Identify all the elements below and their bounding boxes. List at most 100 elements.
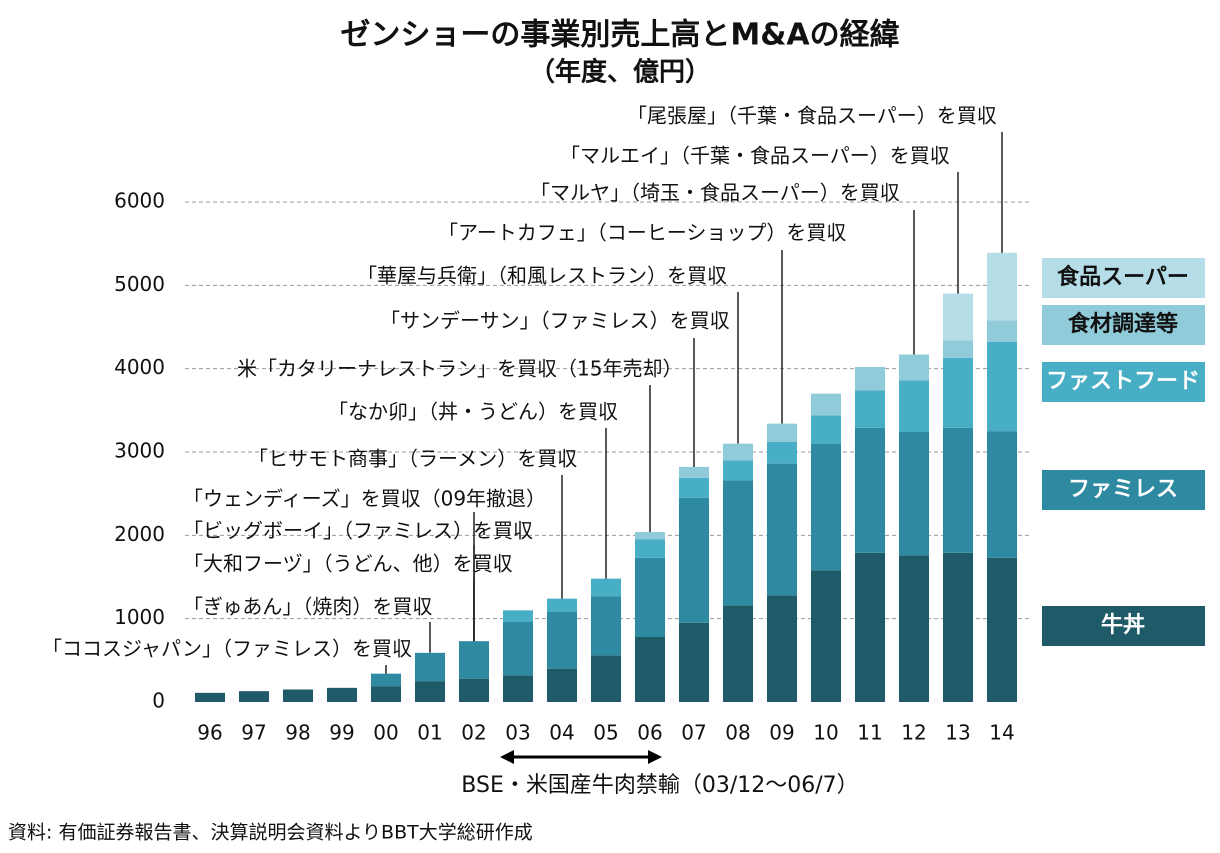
annotation: 「マルヤ」（埼玉・食品スーパー）を買収 (530, 181, 900, 205)
arrow-head (500, 750, 514, 764)
bar-segment (811, 393, 841, 416)
bar-segment (811, 443, 841, 571)
annotation: 「大和フーヅ」（うどん、他）を買収 (183, 552, 513, 576)
x-tick-label: 12 (901, 721, 926, 745)
bar-segment (723, 605, 753, 702)
x-tick-label: 13 (945, 721, 970, 745)
annotation: 「ぎゅあん」（焼肉）を買収 (183, 595, 432, 619)
bar-segment (635, 557, 665, 637)
legend-label: 食材調達等 (1068, 311, 1178, 337)
bar-segment (547, 598, 577, 612)
annotation: 「ウェンディーズ」を買収（09年撤退） (183, 487, 546, 511)
x-tick-label: 05 (593, 721, 618, 745)
annotation: 米「カタリーナレストラン」を買収（15年売却） (237, 357, 682, 381)
bar-segment (943, 427, 973, 553)
bar-segment (767, 463, 797, 596)
bar-segment (723, 460, 753, 481)
y-tick-label: 3000 (114, 439, 165, 463)
annotation: 「尾張屋」（千葉・食品スーパー）を買収 (627, 104, 997, 128)
bar-segment (371, 673, 401, 687)
bar-segment (679, 467, 709, 478)
annotation: 「なか卯」（丼・うどん）を買収 (328, 400, 618, 424)
x-tick-label: 03 (505, 721, 530, 745)
y-tick-label: 1000 (114, 605, 165, 629)
bar-segment (195, 692, 225, 702)
chart-subtitle: （年度、億円） (529, 57, 711, 88)
x-tick-label: 08 (725, 721, 750, 745)
x-tick-label: 01 (417, 721, 442, 745)
bar-segment (987, 431, 1017, 558)
y-tick-label: 5000 (114, 272, 165, 296)
bar-segment (855, 367, 885, 391)
annotation: 「ヒサモト商事」（ラーメン）を買収 (248, 447, 577, 471)
bar-segment (459, 678, 489, 702)
bar-segment (503, 675, 533, 702)
bar-segment (591, 578, 621, 597)
x-tick-label: 07 (681, 721, 706, 745)
x-tick-label: 96 (197, 721, 222, 745)
x-tick-label: 11 (857, 721, 882, 745)
y-tick-label: 2000 (114, 522, 165, 546)
bar-segment (899, 432, 929, 556)
bar-segment (811, 415, 841, 444)
annotation: 「ビッグボーイ」（ファミレス）を買収 (183, 519, 533, 543)
bar-segment (239, 691, 269, 702)
annotation: 「マルエイ」（千葉・食品スーパー）を買収 (560, 144, 950, 168)
bar-segment (679, 497, 709, 623)
source-note: 資料: 有価証券報告書、決算説明会資料よりBBT大学総研作成 (8, 822, 533, 844)
bar-segment (855, 552, 885, 702)
bar-segment (767, 423, 797, 442)
legend-label: 食品スーパー (1057, 264, 1189, 290)
x-tick-label: 10 (813, 721, 838, 745)
annotation: 「サンデーサン」（ファミレス）を買収 (380, 309, 730, 333)
legend-swatch (1042, 305, 1205, 345)
y-tick-label: 6000 (114, 189, 165, 213)
bar-segment (723, 443, 753, 461)
legend-label: ファストフード (1046, 369, 1200, 394)
x-tick-label: 00 (373, 721, 398, 745)
bar-segment (635, 637, 665, 702)
bar-segment (899, 380, 929, 432)
bar-segment (767, 442, 797, 464)
bar-segment (899, 354, 929, 381)
x-tick-label: 04 (549, 721, 574, 745)
bar-segment (943, 293, 973, 341)
legend-swatch (1042, 362, 1205, 402)
bar-segment (371, 686, 401, 702)
bar-segment (943, 340, 973, 358)
x-tick-label: 14 (989, 721, 1014, 745)
bar-segment (591, 596, 621, 656)
arrow-head (648, 750, 662, 764)
legend-swatch (1042, 258, 1205, 298)
bar-segment (723, 480, 753, 606)
x-tick-label: 02 (461, 721, 486, 745)
bar-segment (987, 342, 1017, 432)
bar-segment (415, 681, 445, 702)
bar-segment (987, 320, 1017, 342)
legend-swatch (1042, 606, 1205, 646)
bar-segment (855, 390, 885, 428)
bar-segment (591, 655, 621, 702)
annotation: 「華屋与兵衛」（和風レストラン）を買収 (357, 264, 727, 288)
x-tick-label: 06 (637, 721, 662, 745)
bar-segment (987, 252, 1017, 321)
bar-segment (327, 687, 357, 702)
bar-segment (547, 668, 577, 702)
bar-segment (503, 622, 533, 676)
bar-segment (679, 622, 709, 702)
bar-segment (415, 652, 445, 682)
bar-segment (811, 570, 841, 702)
x-tick-label: 98 (285, 721, 310, 745)
bar-segment (679, 477, 709, 498)
bar-segment (459, 641, 489, 679)
legend-label: 牛丼 (1101, 612, 1145, 638)
y-tick-label: 0 (152, 689, 165, 713)
bar-segment (635, 539, 665, 558)
bar-segment (635, 532, 665, 540)
bar-segment (503, 610, 533, 622)
bar-segment (987, 557, 1017, 702)
bar-segment (943, 552, 973, 702)
chart-title: ゼンショーの事業別売上高とM&Aの経緯 (340, 18, 899, 53)
bar-segment (855, 427, 885, 553)
